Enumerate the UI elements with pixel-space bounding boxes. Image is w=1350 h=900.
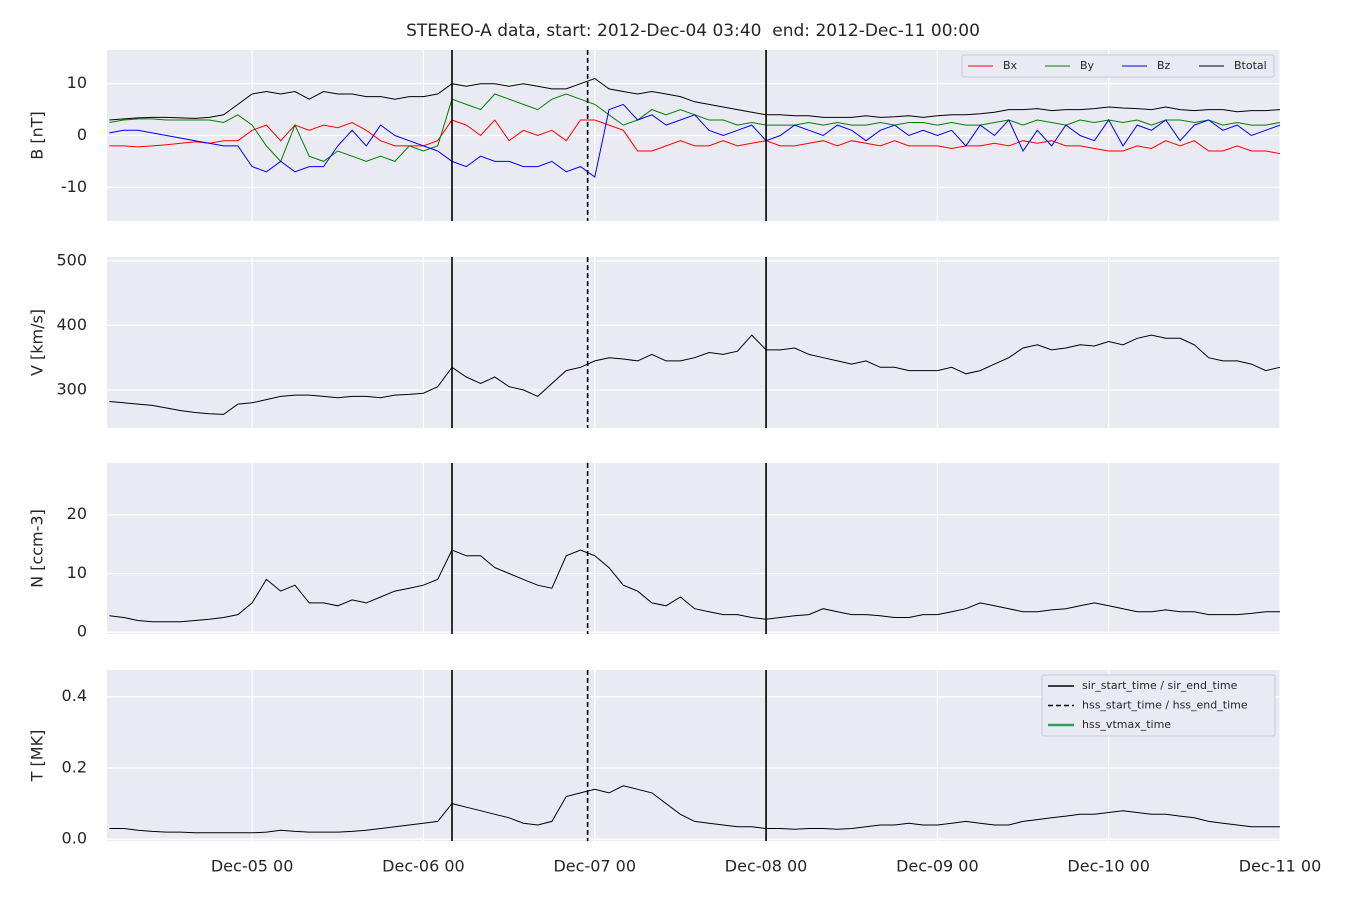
legend-label: Bx [1003,59,1018,72]
x-tick-label: Dec-08 00 [725,857,808,876]
y-axis-label: N [ccm-3] [28,509,47,588]
y-axis-label: T [MK] [28,730,47,783]
x-tick-label: Dec-10 00 [1067,857,1150,876]
data-line [109,334,1281,415]
x-tick-label: Dec-11 00 [1239,857,1322,876]
y-tick-label: 0 [77,622,87,641]
y-tick-label: 400 [56,315,87,334]
y-tick-label: 0.2 [62,757,87,776]
x-tick-label: Dec-07 00 [553,857,636,876]
data-line [109,77,1281,121]
legend-box [1041,674,1276,737]
legend-label: hss_start_time / hss_end_time [1082,699,1248,712]
y-tick-label: 300 [56,379,87,398]
y-tick-label: 500 [56,250,87,269]
y-tick-label: 20 [67,504,87,523]
data-line [109,785,1280,834]
y-axis-label: B [nT] [28,111,47,159]
y-axis-label: V [km/s] [28,309,47,376]
y-tick-label: 10 [67,563,87,582]
data-line [109,103,1281,178]
y-tick-label: 10 [67,73,87,92]
legend-label: Btotal [1234,59,1267,72]
legend-box [961,54,1275,78]
y-tick-label: 0 [77,125,87,144]
legend-label: hss_vtmax_time [1082,718,1171,731]
legend-label: By [1080,59,1095,72]
x-tick-label: Dec-09 00 [896,857,979,876]
legend-label: Bz [1157,59,1171,72]
x-tick-label: Dec-06 00 [382,857,465,876]
y-tick-label: -10 [61,177,87,196]
plot-background [107,257,1280,428]
y-tick-label: 0.0 [62,829,87,848]
chart-title: STEREO-A data, start: 2012-Dec-04 03:40 … [406,21,980,41]
plot-background [107,463,1280,634]
data-line [109,119,1281,155]
data-line [109,549,1280,623]
x-tick-label: Dec-05 00 [211,857,294,876]
y-tick-label: 0.4 [62,686,87,705]
legend-label: sir_start_time / sir_end_time [1082,679,1238,692]
